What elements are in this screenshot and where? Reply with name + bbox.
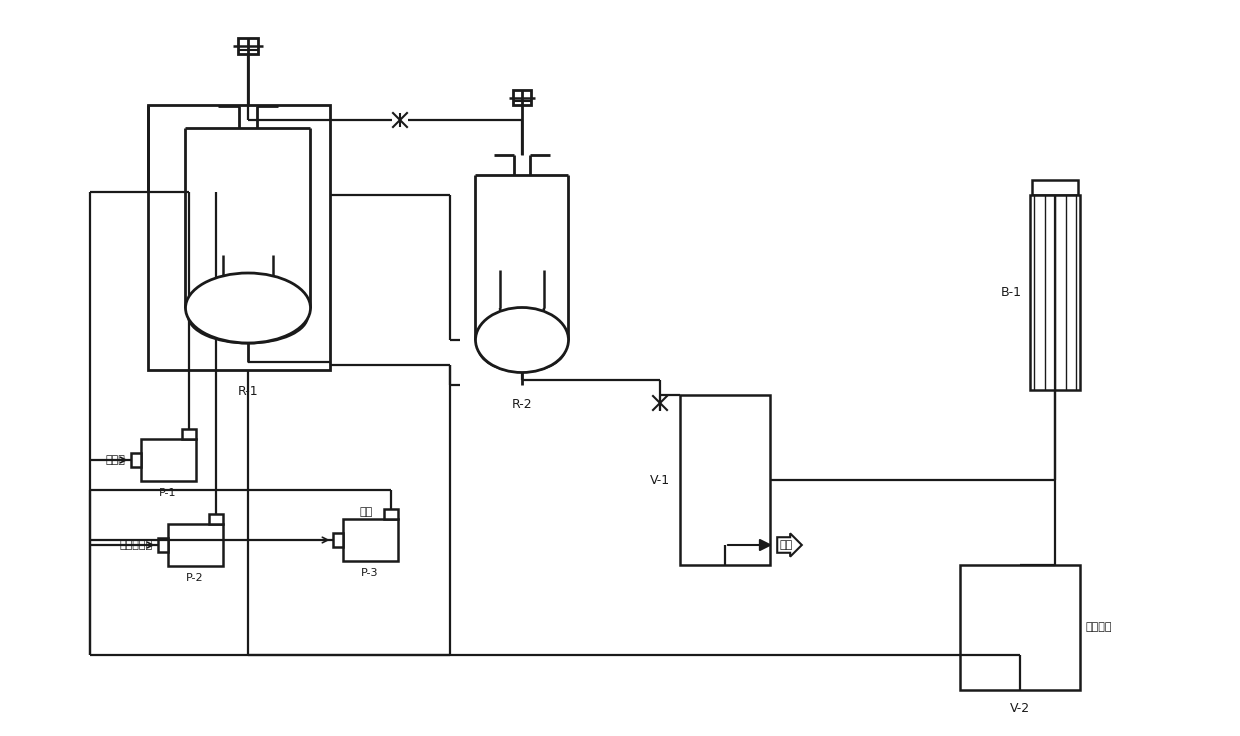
Bar	[680, 395, 770, 565]
Bar	[513, 90, 531, 105]
Ellipse shape	[188, 289, 308, 344]
Ellipse shape	[475, 308, 568, 372]
Bar	[148, 105, 330, 370]
Bar	[140, 439, 196, 481]
Text: 三甲胺: 三甲胺	[105, 455, 125, 465]
Bar	[1032, 180, 1078, 195]
Ellipse shape	[477, 322, 565, 372]
Text: B-1: B-1	[1001, 286, 1022, 299]
Text: P-3: P-3	[361, 568, 378, 578]
Text: 溶剂: 溶剂	[360, 507, 373, 517]
Text: 碳酸二甲酵: 碳酸二甲酵	[119, 540, 153, 550]
Bar	[1030, 195, 1080, 390]
Text: P-1: P-1	[159, 488, 177, 498]
Text: 产品: 产品	[780, 540, 794, 550]
Bar	[157, 538, 167, 552]
Text: 补充溶剂: 补充溶剂	[1085, 623, 1111, 632]
Bar	[383, 509, 398, 519]
Text: V-1: V-1	[650, 473, 670, 486]
Bar	[332, 533, 342, 547]
Bar	[238, 38, 258, 54]
Bar	[960, 565, 1080, 690]
Text: R-1: R-1	[238, 385, 258, 398]
Text: P-2: P-2	[186, 573, 203, 583]
Bar	[167, 524, 222, 566]
Bar	[208, 514, 222, 524]
Text: R-2: R-2	[512, 398, 532, 411]
Text: V-2: V-2	[1009, 702, 1030, 715]
Bar	[181, 429, 196, 439]
Bar	[342, 519, 398, 561]
Ellipse shape	[186, 273, 310, 343]
Bar	[130, 453, 140, 467]
